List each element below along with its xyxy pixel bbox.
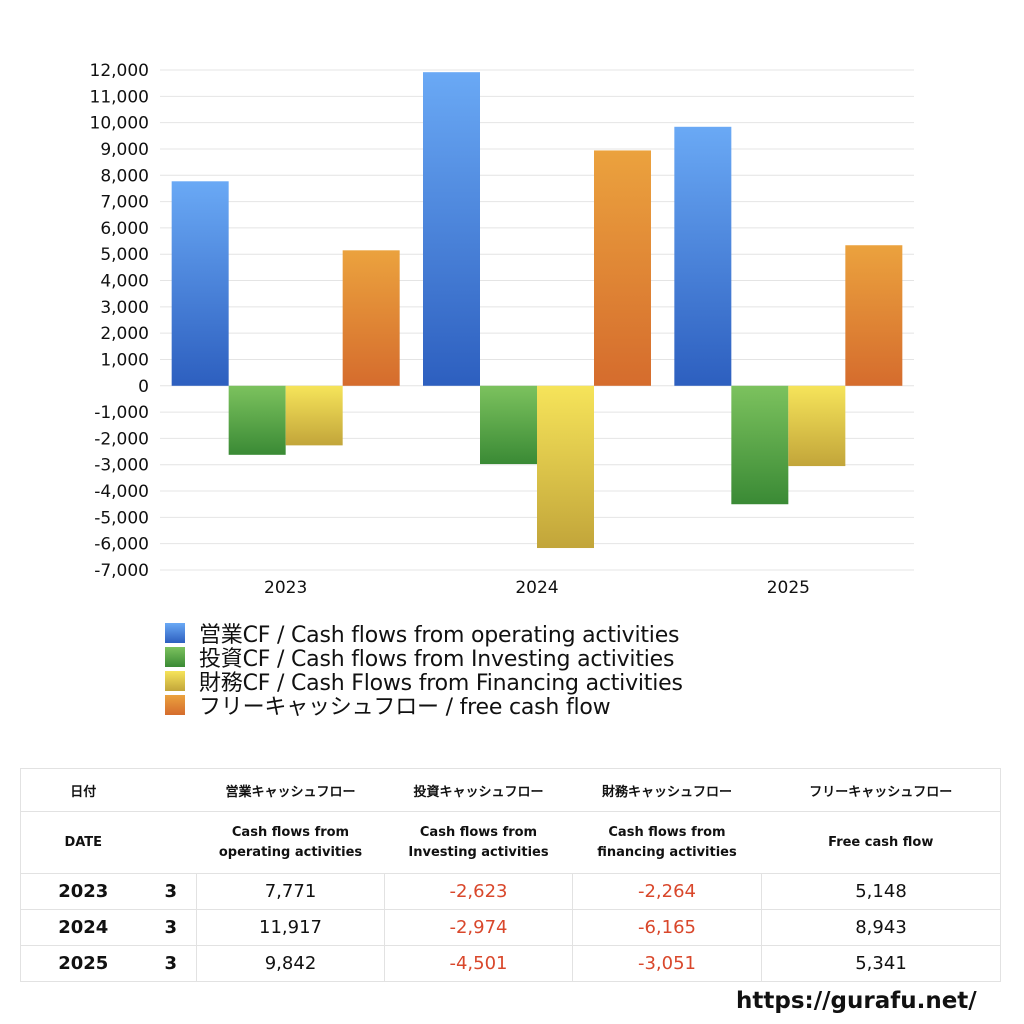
legend-item-financing: 財務CF / Cash Flows from Financing activit…	[165, 669, 683, 696]
chart-legend: 営業CF / Cash flows from operating activit…	[165, 621, 683, 720]
cash-flow-table: 日付 営業キャッシュフロー 投資キャッシュフロー 財務キャッシュフロー フリーキ…	[20, 768, 1001, 982]
bar	[228, 385, 286, 455]
header-date-jp: 日付	[20, 768, 146, 812]
legend-swatch-free-cash-flow	[165, 695, 185, 715]
site-url: https://gurafu.net/	[736, 988, 977, 1014]
table-row: 2024 3 11,917 -2,974 -6,165 8,943	[20, 909, 1001, 946]
y-tick-label: -3,000	[94, 456, 149, 476]
bar	[480, 385, 537, 465]
y-tick-label: -2,000	[94, 429, 149, 449]
bar	[845, 245, 903, 386]
bar	[594, 150, 651, 386]
table-header-row-en: DATE Cash flows from operating activitie…	[20, 811, 1001, 874]
y-tick-label: 12,000	[90, 61, 149, 81]
y-tick-label: 3,000	[100, 298, 149, 318]
y-tick-label: 10,000	[90, 114, 149, 134]
bar	[788, 385, 846, 467]
row-month: 3	[145, 873, 197, 910]
legend-item-operating: 営業CF / Cash flows from operating activit…	[165, 621, 683, 648]
y-tick-label: 9,000	[100, 140, 149, 160]
legend-label-investing: 投資CF / Cash flows from Investing activit…	[199, 647, 675, 672]
row-operating: 7,771	[196, 873, 385, 910]
y-tick-label: -1,000	[94, 403, 149, 423]
y-tick-label: -5,000	[94, 508, 149, 528]
legend-label-free-cash-flow: フリーキャッシュフロー / free cash flow	[199, 695, 611, 720]
header-investing-jp: 投資キャッシュフロー	[384, 768, 573, 812]
row-free-cash-flow: 5,341	[761, 945, 1001, 982]
row-operating: 9,842	[196, 945, 385, 982]
header-operating-jp: 営業キャッシュフロー	[196, 768, 385, 812]
header-financing-en: Cash flows from financing activities	[572, 811, 762, 874]
bar	[537, 385, 594, 549]
cash-flow-bar-chart: 12,000 11,000 10,000 9,000 8,000 7,000 6,000 5,…	[90, 61, 914, 598]
row-investing: -2,974	[384, 909, 573, 946]
legend-swatch-investing	[165, 647, 185, 667]
header-date-en: DATE	[20, 811, 146, 874]
header-free-cash-flow-jp: フリーキャッシュフロー	[761, 768, 1001, 812]
row-operating: 11,917	[196, 909, 385, 946]
bar	[285, 385, 343, 446]
table-row: 2023 3 7,771 -2,623 -2,264 5,148	[20, 873, 1001, 910]
header-month-en	[145, 811, 197, 874]
y-tick-label: 1,000	[100, 350, 149, 370]
x-tick-label: 2024	[515, 578, 558, 598]
legend-item-investing: 投資CF / Cash flows from Investing activit…	[165, 645, 683, 672]
x-tick-label: 2023	[264, 578, 307, 598]
y-tick-label: -4,000	[94, 482, 149, 502]
bar	[423, 72, 480, 386]
y-tick-label: -7,000	[94, 561, 149, 581]
legend-swatch-financing	[165, 671, 185, 691]
row-free-cash-flow: 8,943	[761, 909, 1001, 946]
row-year: 2024	[20, 909, 146, 946]
y-tick-label: 11,000	[90, 87, 149, 107]
row-year: 2023	[20, 873, 146, 910]
bar	[171, 181, 229, 386]
row-year: 2025	[20, 945, 146, 982]
row-investing: -2,623	[384, 873, 573, 910]
row-financing: -3,051	[572, 945, 762, 982]
bar	[674, 126, 732, 386]
y-tick-label: 4,000	[100, 272, 149, 292]
legend-swatch-operating	[165, 623, 185, 643]
header-financing-jp: 財務キャッシュフロー	[572, 768, 762, 812]
bar	[731, 385, 789, 505]
y-tick-label: 0	[138, 377, 149, 397]
y-tick-label: 8,000	[100, 166, 149, 186]
y-tick-label: -6,000	[94, 535, 149, 555]
y-tick-label: 7,000	[100, 193, 149, 213]
bar	[342, 250, 400, 386]
header-free-cash-flow-en: Free cash flow	[761, 811, 1001, 874]
legend-label-operating: 営業CF / Cash flows from operating activit…	[199, 623, 680, 648]
y-tick-label: 6,000	[100, 219, 149, 239]
header-operating-en: Cash flows from operating activities	[196, 811, 385, 874]
x-tick-label: 2025	[767, 578, 810, 598]
y-tick-label: 2,000	[100, 324, 149, 344]
row-month: 3	[145, 909, 197, 946]
row-month: 3	[145, 945, 197, 982]
row-investing: -4,501	[384, 945, 573, 982]
table-row: 2025 3 9,842 -4,501 -3,051 5,341	[20, 945, 1001, 982]
row-free-cash-flow: 5,148	[761, 873, 1001, 910]
legend-label-financing: 財務CF / Cash Flows from Financing activit…	[199, 671, 683, 696]
row-financing: -2,264	[572, 873, 762, 910]
header-investing-en: Cash flows from Investing activities	[384, 811, 573, 874]
row-financing: -6,165	[572, 909, 762, 946]
table-header-row-jp: 日付 営業キャッシュフロー 投資キャッシュフロー 財務キャッシュフロー フリーキ…	[20, 768, 1001, 812]
header-month-jp	[145, 768, 197, 812]
legend-item-free-cash-flow: フリーキャッシュフロー / free cash flow	[165, 693, 683, 720]
y-tick-label: 5,000	[100, 245, 149, 265]
